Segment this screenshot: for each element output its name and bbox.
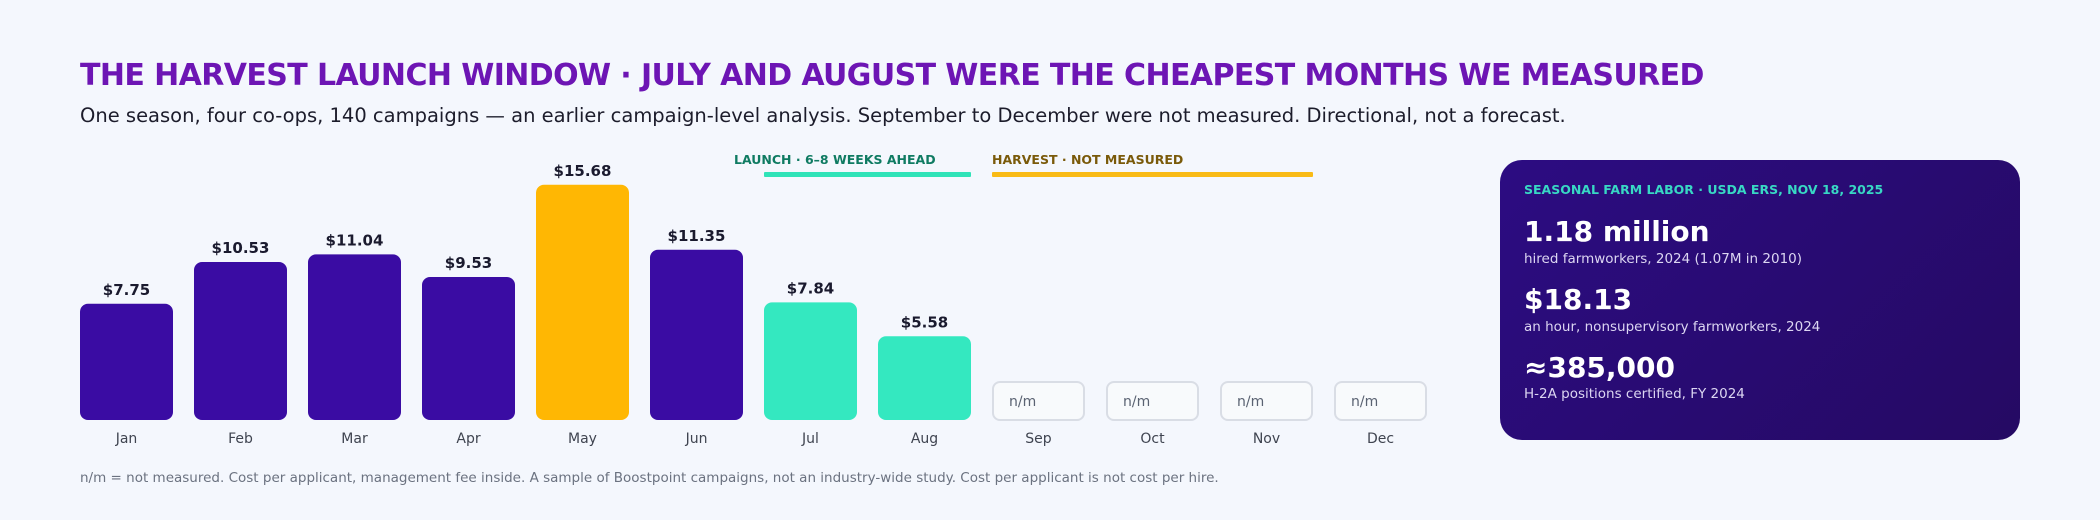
x-tick-jun: Jun: [685, 431, 708, 447]
panel-kicker: SEASONAL FARM LABOR · USDA ERS, NOV 18, …: [1524, 182, 1884, 197]
x-tick-dec: Dec: [1367, 431, 1394, 447]
stat-hired-farmworkers: 1.18 million hired farmworkers, 2024 (1.…: [1524, 215, 1996, 267]
stat-value: 1.18 million: [1524, 215, 1710, 248]
x-tick-sep: Sep: [1025, 431, 1052, 447]
annotation-band-0: [764, 172, 971, 177]
stat-value: $18.13: [1524, 282, 1633, 316]
bar-may: [536, 184, 629, 420]
x-tick-mar: Mar: [341, 431, 368, 447]
value-labels: $7.75 $10.53 $11.04 $9.53 $15.68 $11.35 $7.84 $…: [103, 162, 1378, 410]
annotation-band-1: [992, 172, 1313, 177]
stat-h2a-positions: ≈385,000 H-2A positions certified, FY 20…: [1524, 350, 1996, 403]
page-title: THE HARVEST LAUNCH WINDOW · JULY AND AUG…: [80, 58, 1704, 93]
x-tick-may: May: [568, 431, 597, 447]
x-tick-aug: Aug: [911, 431, 938, 447]
bar-nov-not-measured: [1220, 381, 1313, 421]
value-label-may: $15.68: [554, 162, 612, 180]
value-label-oct: n/m: [1123, 394, 1150, 410]
value-label-sep: n/m: [1009, 394, 1036, 410]
x-tick-jan: Jan: [115, 431, 138, 447]
stat-label: H-2A positions certified, FY 2024: [1524, 386, 1745, 403]
bar-jun: [650, 249, 743, 420]
value-label-feb: $10.53: [212, 239, 270, 257]
x-axis-ticks: Jan Feb Mar Apr May Jun Jul Aug Sep Oct Nov Dec: [115, 431, 1394, 447]
x-tick-nov: Nov: [1253, 431, 1280, 447]
stat-label: an hour, nonsupervisory farmworkers, 202…: [1524, 318, 1821, 335]
stat-label: hired farmworkers, 2024 (1.07M in 2010): [1524, 250, 1803, 267]
bar-series: [80, 184, 1427, 421]
footnote: n/m = not measured. Cost per applicant, …: [80, 470, 1219, 486]
bar-aug: [878, 336, 971, 420]
value-label-mar: $11.04: [326, 231, 384, 249]
bar-sep-not-measured: [992, 381, 1085, 421]
stat-value: ≈385,000: [1524, 350, 1675, 384]
x-tick-apr: Apr: [456, 431, 480, 447]
annotation-label-1: HARVEST · NOT MEASURED: [992, 152, 1183, 167]
bar-apr: [422, 277, 515, 420]
bar-dec-not-measured: [1334, 381, 1427, 421]
annotation-label-0: LAUNCH · 6–8 WEEKS AHEAD: [734, 152, 936, 167]
bar-feb: [194, 262, 287, 420]
value-label-dec: n/m: [1351, 394, 1378, 410]
x-tick-jul: Jul: [801, 431, 819, 447]
bar-jan: [80, 303, 173, 420]
value-label-apr: $9.53: [445, 254, 492, 272]
bar-mar: [308, 254, 401, 420]
value-label-jun: $11.35: [668, 227, 726, 245]
x-tick-feb: Feb: [228, 431, 253, 447]
value-label-aug: $5.58: [901, 313, 948, 331]
x-tick-oct: Oct: [1140, 431, 1165, 447]
value-label-jul: $7.84: [787, 279, 834, 297]
annotation-bands: LAUNCH · 6–8 WEEKS AHEAD HARVEST · NOT ME…: [734, 152, 1313, 177]
bar-jul: [764, 302, 857, 420]
stat-hourly-wage: $18.13 an hour, nonsupervisory farmworke…: [1524, 282, 1996, 335]
value-label-jan: $7.75: [103, 281, 150, 299]
page-subtitle: One season, four co-ops, 140 campaigns —…: [80, 104, 1566, 127]
cost-per-applicant-chart: LAUNCH · 6–8 WEEKS AHEAD HARVEST · NOT ME…: [80, 152, 1427, 447]
bar-oct-not-measured: [1106, 381, 1199, 421]
farm-labor-stats-panel: SEASONAL FARM LABOR · USDA ERS, NOV 18, …: [1500, 160, 2020, 440]
value-label-nov: n/m: [1237, 394, 1264, 410]
